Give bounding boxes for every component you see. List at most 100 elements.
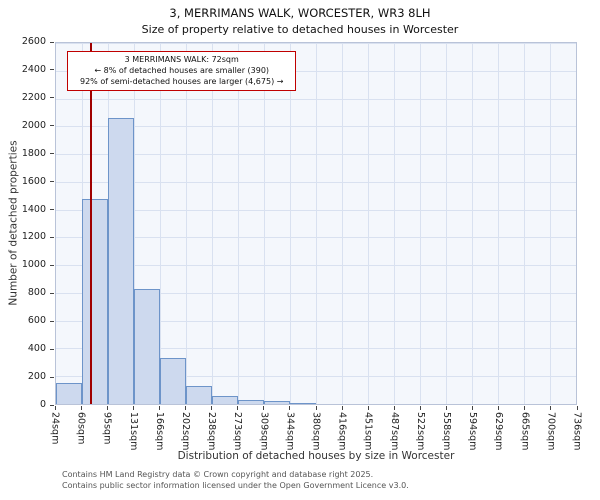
x-tick-label: 344sqm — [284, 412, 296, 451]
x-tick-label: 736sqm — [571, 412, 583, 451]
x-tick-label: 131sqm — [127, 412, 139, 451]
x-tick-label: 95sqm — [101, 412, 113, 445]
x-tick-mark — [472, 406, 474, 410]
y-tick-mark — [50, 69, 54, 71]
y-tick-mark — [50, 348, 54, 350]
v-gridline — [446, 43, 447, 404]
histogram-bar-24sqm — [56, 383, 82, 404]
v-gridline — [212, 43, 213, 404]
v-gridline — [316, 43, 317, 404]
x-axis-label: Distribution of detached houses by size … — [177, 450, 455, 462]
y-tick-label: 600 — [27, 315, 46, 327]
histogram-bar-166sqm — [160, 358, 186, 404]
y-tick-mark — [50, 181, 54, 183]
y-tick-label: 2400 — [21, 63, 46, 75]
histogram-bar-344sqm — [290, 402, 316, 404]
y-tick-mark — [50, 292, 54, 294]
histogram-bar-95sqm — [108, 117, 134, 404]
x-tick-mark — [393, 406, 395, 410]
y-tick-mark — [50, 404, 54, 406]
v-gridline — [290, 43, 291, 404]
x-tick-mark — [576, 406, 578, 410]
x-tick-label: 273sqm — [232, 412, 244, 451]
x-tick-label: 558sqm — [441, 412, 452, 451]
x-tick-mark — [315, 406, 317, 410]
annotation-line-larger: 92% of semi-detached houses are larger (… — [80, 76, 284, 86]
v-gridline — [238, 43, 239, 404]
y-tick-mark — [50, 41, 54, 43]
x-tick-label: 202sqm — [180, 412, 191, 451]
y-tick-label: 2200 — [21, 91, 46, 103]
y-tick-mark — [50, 236, 54, 238]
chart-subtitle: Size of property relative to detached ho… — [141, 23, 459, 36]
chart-title: 3, MERRIMANS WALK, WORCESTER, WR3 8LH — [169, 6, 431, 20]
x-tick-mark — [54, 406, 56, 410]
annotation-line-property: 3 MERRIMANS WALK: 72sqm — [124, 55, 239, 64]
y-tick-label: 2000 — [21, 119, 46, 131]
x-tick-label: 487sqm — [388, 412, 400, 451]
x-tick-mark — [132, 406, 134, 410]
v-gridline — [368, 43, 369, 404]
v-gridline — [134, 43, 135, 404]
y-tick-label: 1600 — [21, 175, 46, 187]
y-tick-label: 1800 — [21, 147, 46, 159]
x-tick-mark — [158, 406, 160, 410]
x-tick-mark — [341, 406, 343, 410]
histogram-bar-273sqm — [238, 399, 264, 404]
v-gridline — [524, 43, 525, 404]
y-tick-mark — [50, 264, 54, 266]
y-tick-label: 200 — [27, 371, 46, 383]
x-tick-label: 238sqm — [206, 412, 218, 451]
x-tick-label: 166sqm — [153, 412, 165, 451]
y-tick-mark — [50, 376, 54, 378]
v-gridline — [420, 43, 421, 404]
x-tick-mark — [185, 406, 186, 410]
x-tick-label: 629sqm — [493, 412, 505, 451]
y-tick-label: 800 — [27, 287, 46, 299]
v-gridline — [394, 43, 395, 404]
x-tick-label: 451sqm — [362, 412, 374, 451]
y-tick-label: 2600 — [21, 36, 46, 47]
x-tick-mark — [446, 406, 447, 410]
annotation-line-smaller: ← 8% of detached houses are smaller (390… — [94, 65, 270, 75]
v-gridline — [160, 43, 161, 404]
v-gridline — [186, 43, 187, 404]
x-tick-label: 60sqm — [75, 412, 87, 445]
x-tick-label: 522sqm — [414, 412, 426, 451]
v-gridline — [342, 43, 343, 404]
x-tick-mark — [106, 406, 108, 410]
x-tick-mark — [550, 406, 552, 410]
x-tick-label: 380sqm — [310, 412, 322, 451]
x-tick-label: 416sqm — [336, 412, 348, 451]
y-tick-label: 1200 — [21, 231, 46, 243]
x-tick-mark — [524, 406, 526, 410]
histogram-bar-60sqm — [82, 198, 108, 404]
x-tick-mark — [237, 406, 239, 410]
histogram-bar-309sqm — [264, 401, 290, 404]
x-tick-mark — [367, 406, 369, 410]
x-tick-label: 594sqm — [467, 412, 479, 451]
y-tick-mark — [50, 153, 54, 155]
y-tick-label: 1000 — [21, 259, 46, 271]
y-tick-label: 1400 — [21, 203, 46, 215]
histogram-bar-238sqm — [212, 395, 238, 404]
footer-attribution-line1: Contains HM Land Registry data © Crown c… — [62, 470, 374, 479]
y-tick-mark — [50, 209, 54, 211]
annotation-box: 3 MERRIMANS WALK: 72sqm ← 8% of detached… — [67, 51, 297, 92]
y-tick-label: 400 — [27, 343, 46, 355]
x-tick-label: 665sqm — [519, 412, 531, 451]
v-gridline — [264, 43, 265, 404]
property-size-marker-line — [90, 43, 93, 404]
histogram-bar-131sqm — [134, 288, 160, 404]
v-gridline — [472, 43, 473, 404]
x-axis-ticks: 24sqm 60sqm 95sqm 131sqm 166sqm 202sqm 238sqm 2… — [50, 406, 583, 452]
x-tick-mark — [80, 406, 82, 410]
y-tick-mark — [50, 320, 54, 322]
y-tick-label: 0 — [39, 399, 46, 410]
y-axis-ticks: 0 200 400 600 800 1000 1200 1400 1600 1800 2000 220… — [0, 36, 55, 410]
x-tick-mark — [419, 406, 421, 410]
x-tick-mark — [211, 406, 213, 410]
x-tick-mark — [263, 406, 265, 410]
v-gridline — [550, 43, 551, 404]
